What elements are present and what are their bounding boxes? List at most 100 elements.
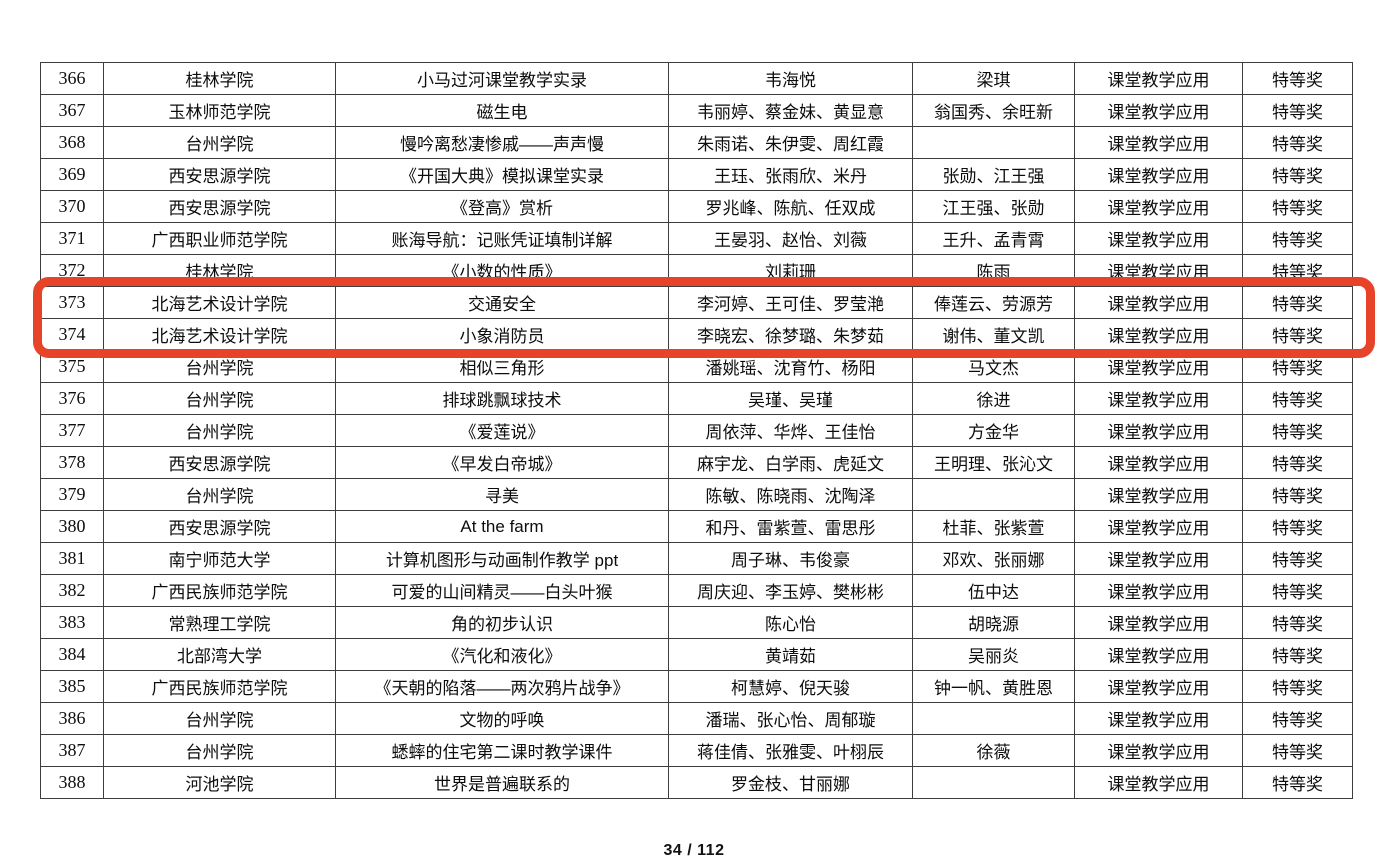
table-row: 377 台州学院 《爱莲说》 周依萍、华烨、王佳怡 方金华 课堂教学应用 特等奖 xyxy=(40,414,1353,447)
cell-institution: 广西职业师范学院 xyxy=(103,222,336,255)
cell-advisors: 翁国秀、余旺新 xyxy=(912,94,1075,127)
cell-award: 特等奖 xyxy=(1242,222,1353,255)
table-row: 383 常熟理工学院 角的初步认识 陈心怡 胡晓源 课堂教学应用 特等奖 xyxy=(40,606,1353,639)
cell-row-number: 374 xyxy=(40,318,104,351)
cell-authors: 韦海悦 xyxy=(668,62,913,95)
cell-row-number: 380 xyxy=(40,510,104,543)
cell-advisors: 徐薇 xyxy=(912,734,1075,767)
cell-work-title: 小象消防员 xyxy=(335,318,669,351)
cell-institution: 台州学院 xyxy=(103,350,336,383)
cell-category: 课堂教学应用 xyxy=(1074,254,1243,287)
cell-institution: 河池学院 xyxy=(103,766,336,799)
cell-category: 课堂教学应用 xyxy=(1074,222,1243,255)
cell-work-title: 文物的呼唤 xyxy=(335,702,669,735)
cell-authors: 柯慧婷、倪天骏 xyxy=(668,670,913,703)
cell-institution: 玉林师范学院 xyxy=(103,94,336,127)
cell-authors: 潘瑞、张心怡、周郁璇 xyxy=(668,702,913,735)
cell-work-title: 蟋蟀的住宅第二课时教学课件 xyxy=(335,734,669,767)
cell-advisors: 方金华 xyxy=(912,414,1075,447)
cell-authors: 刘莉珊 xyxy=(668,254,913,287)
cell-authors: 黄靖茹 xyxy=(668,638,913,671)
cell-advisors: 王明理、张沁文 xyxy=(912,446,1075,479)
table-row: 379 台州学院 寻美 陈敏、陈晓雨、沈陶泽 课堂教学应用 特等奖 xyxy=(40,478,1353,511)
cell-award: 特等奖 xyxy=(1242,446,1353,479)
cell-advisors: 谢伟、董文凯 xyxy=(912,318,1075,351)
cell-work-title: At the farm xyxy=(335,510,669,543)
cell-row-number: 369 xyxy=(40,158,104,191)
cell-advisors xyxy=(912,126,1075,159)
cell-institution: 西安思源学院 xyxy=(103,158,336,191)
cell-institution: 西安思源学院 xyxy=(103,446,336,479)
cell-award: 特等奖 xyxy=(1242,734,1353,767)
cell-category: 课堂教学应用 xyxy=(1074,414,1243,447)
cell-authors: 周庆迎、李玉婷、樊彬彬 xyxy=(668,574,913,607)
cell-work-title: 相似三角形 xyxy=(335,350,669,383)
cell-category: 课堂教学应用 xyxy=(1074,382,1243,415)
cell-authors: 罗兆峰、陈航、任双成 xyxy=(668,190,913,223)
table-row: 381 南宁师范大学 计算机图形与动画制作教学 ppt 周子琳、韦俊豪 邓欢、张… xyxy=(40,542,1353,575)
table-row: 384 北部湾大学 《汽化和液化》 黄靖茹 吴丽炎 课堂教学应用 特等奖 xyxy=(40,638,1353,671)
cell-authors: 李晓宏、徐梦璐、朱梦茹 xyxy=(668,318,913,351)
cell-award: 特等奖 xyxy=(1242,478,1353,511)
cell-work-title: 《登高》赏析 xyxy=(335,190,669,223)
cell-row-number: 385 xyxy=(40,670,104,703)
table-row: 388 河池学院 世界是普遍联系的 罗金枝、甘丽娜 课堂教学应用 特等奖 xyxy=(40,766,1353,799)
table-row: 387 台州学院 蟋蟀的住宅第二课时教学课件 蒋佳倩、张雅雯、叶栩辰 徐薇 课堂… xyxy=(40,734,1353,767)
cell-advisors: 梁琪 xyxy=(912,62,1075,95)
table-row: 378 西安思源学院 《早发白帝城》 麻宇龙、白学雨、虎延文 王明理、张沁文 课… xyxy=(40,446,1353,479)
cell-institution: 西安思源学院 xyxy=(103,510,336,543)
cell-award: 特等奖 xyxy=(1242,158,1353,191)
cell-category: 课堂教学应用 xyxy=(1074,702,1243,735)
cell-category: 课堂教学应用 xyxy=(1074,190,1243,223)
cell-category: 课堂教学应用 xyxy=(1074,286,1243,319)
cell-work-title: 磁生电 xyxy=(335,94,669,127)
cell-advisors: 徐进 xyxy=(912,382,1075,415)
cell-work-title: 慢吟离愁凄惨戚——声声慢 xyxy=(335,126,669,159)
cell-advisors: 王升、孟青霄 xyxy=(912,222,1075,255)
cell-category: 课堂教学应用 xyxy=(1074,158,1243,191)
cell-award: 特等奖 xyxy=(1242,670,1353,703)
cell-row-number: 376 xyxy=(40,382,104,415)
table-row: 372 桂林学院 《小数的性质》 刘莉珊 陈雨 课堂教学应用 特等奖 xyxy=(40,254,1353,287)
table-row: 374 北海艺术设计学院 小象消防员 李晓宏、徐梦璐、朱梦茹 谢伟、董文凯 课堂… xyxy=(40,318,1353,351)
cell-work-title: 《小数的性质》 xyxy=(335,254,669,287)
cell-authors: 和丹、雷紫萱、雷思彤 xyxy=(668,510,913,543)
cell-institution: 台州学院 xyxy=(103,478,336,511)
cell-work-title: 可爱的山间精灵——白头叶猴 xyxy=(335,574,669,607)
cell-work-title: 《汽化和液化》 xyxy=(335,638,669,671)
cell-advisors: 杜菲、张紫萱 xyxy=(912,510,1075,543)
cell-award: 特等奖 xyxy=(1242,510,1353,543)
table-row: 382 广西民族师范学院 可爱的山间精灵——白头叶猴 周庆迎、李玉婷、樊彬彬 伍… xyxy=(40,574,1353,607)
cell-row-number: 387 xyxy=(40,734,104,767)
cell-work-title: 《早发白帝城》 xyxy=(335,446,669,479)
cell-row-number: 367 xyxy=(40,94,104,127)
cell-work-title: 《开国大典》模拟课堂实录 xyxy=(335,158,669,191)
cell-award: 特等奖 xyxy=(1242,414,1353,447)
cell-row-number: 382 xyxy=(40,574,104,607)
table-row: 373 北海艺术设计学院 交通安全 李河婷、王可佳、罗莹滟 俸莲云、劳源芳 课堂… xyxy=(40,286,1353,319)
cell-award: 特等奖 xyxy=(1242,382,1353,415)
cell-award: 特等奖 xyxy=(1242,606,1353,639)
cell-award: 特等奖 xyxy=(1242,190,1353,223)
cell-row-number: 377 xyxy=(40,414,104,447)
cell-work-title: 排球跳飘球技术 xyxy=(335,382,669,415)
cell-award: 特等奖 xyxy=(1242,702,1353,735)
cell-row-number: 373 xyxy=(40,286,104,319)
cell-authors: 周子琳、韦俊豪 xyxy=(668,542,913,575)
cell-work-title: 寻美 xyxy=(335,478,669,511)
cell-category: 课堂教学应用 xyxy=(1074,478,1243,511)
cell-work-title: 角的初步认识 xyxy=(335,606,669,639)
cell-category: 课堂教学应用 xyxy=(1074,766,1243,799)
cell-advisors xyxy=(912,766,1075,799)
cell-award: 特等奖 xyxy=(1242,126,1353,159)
cell-work-title: 《天朝的陷落——两次鸦片战争》 xyxy=(335,670,669,703)
cell-authors: 王珏、张雨欣、米丹 xyxy=(668,158,913,191)
cell-institution: 北海艺术设计学院 xyxy=(103,286,336,319)
cell-category: 课堂教学应用 xyxy=(1074,94,1243,127)
cell-work-title: 计算机图形与动画制作教学 ppt xyxy=(335,542,669,575)
page-indicator: 34 / 112 xyxy=(663,842,725,859)
cell-work-title: 交通安全 xyxy=(335,286,669,319)
cell-advisors: 江王强、张勋 xyxy=(912,190,1075,223)
cell-row-number: 386 xyxy=(40,702,104,735)
cell-row-number: 388 xyxy=(40,766,104,799)
